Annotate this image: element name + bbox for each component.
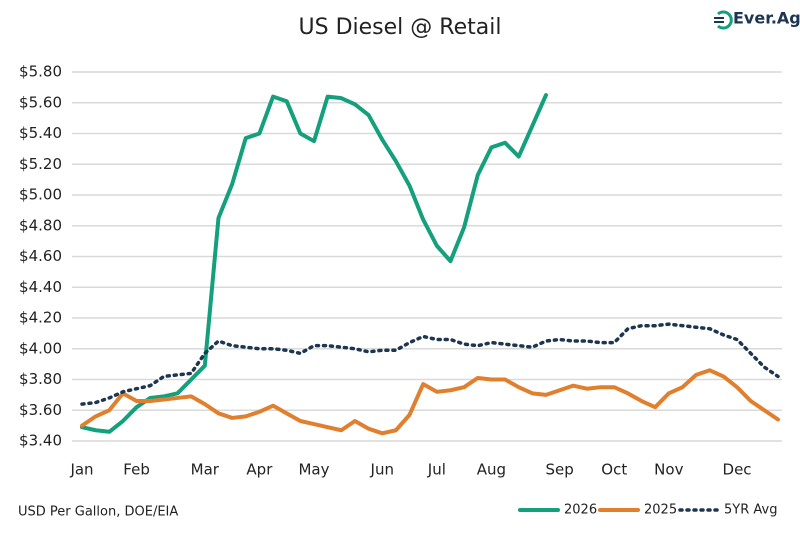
x-tick-label: Mar	[191, 461, 220, 479]
x-tick-label: Sep	[546, 461, 574, 479]
x-tick-label: May	[298, 461, 329, 479]
x-tick-label: Jan	[69, 461, 93, 479]
x-tick-label: Feb	[123, 461, 150, 479]
y-tick-label: $5.40	[19, 124, 62, 142]
source-note: USD Per Gallon, DOE/EIA	[18, 505, 178, 520]
logo-icon	[714, 10, 733, 30]
x-tick-label: Jul	[427, 461, 446, 479]
y-tick-label: $5.60	[19, 93, 62, 111]
legend-label: 2026	[564, 503, 597, 518]
series-line	[80, 368, 780, 436]
legend-label: 2025	[644, 503, 677, 518]
y-tick-label: $4.80	[19, 216, 62, 234]
x-tick-label: Nov	[654, 461, 683, 479]
x-tick-label: Dec	[723, 461, 752, 479]
series-line	[80, 322, 780, 406]
y-tick-label: $4.60	[19, 247, 62, 265]
logo: Ever.Ag	[733, 9, 800, 28]
series-line	[80, 93, 548, 434]
y-tick-label: $4.00	[19, 339, 62, 357]
y-tick-label: $5.00	[19, 186, 62, 204]
x-tick-label: Jun	[370, 461, 394, 479]
x-tick-label: Apr	[246, 461, 273, 479]
x-tick-label: Aug	[477, 461, 506, 479]
y-tick-label: $4.20	[19, 309, 62, 327]
y-tick-label: $5.80	[19, 63, 62, 81]
y-tick-label: $3.80	[19, 370, 62, 388]
y-tick-label: $3.60	[19, 401, 62, 419]
y-tick-label: $3.40	[19, 432, 62, 450]
x-tick-label: Oct	[601, 461, 627, 479]
legend-label: 5YR Avg	[724, 503, 777, 518]
y-tick-label: $4.40	[19, 278, 62, 296]
y-tick-label: $5.20	[19, 155, 62, 173]
chart-title: US Diesel @ Retail	[299, 15, 502, 40]
